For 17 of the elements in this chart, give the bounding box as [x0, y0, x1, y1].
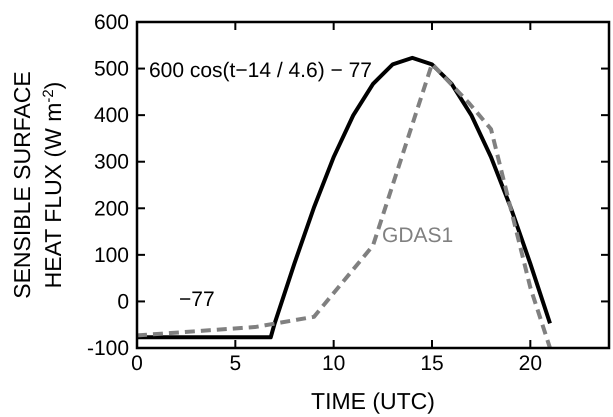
y-tick-label: 0 [117, 290, 129, 314]
y-tick-label: 200 [94, 197, 129, 220]
y-tick-label: 600 [94, 11, 129, 34]
x-tick-label: 5 [229, 352, 242, 375]
x-tick-label: 10 [322, 352, 346, 375]
x-tick-label: 0 [131, 352, 143, 375]
y-tick-label: 400 [94, 104, 129, 128]
y-tick-label: -100 [86, 337, 129, 360]
annotation: −77 [179, 288, 215, 311]
y-tick-label: 100 [94, 244, 129, 267]
x-tick-label: 15 [420, 352, 444, 375]
annotation: GDAS1 [382, 224, 454, 247]
y-tick-label: 500 [94, 58, 129, 81]
y-tick-label: 300 [94, 150, 129, 174]
x-tick-label: 20 [518, 352, 542, 375]
x-axis-title: TIME (UTC) [311, 388, 435, 414]
annotation: 600 cos(t−14 / 4.6) − 77 [149, 59, 372, 82]
